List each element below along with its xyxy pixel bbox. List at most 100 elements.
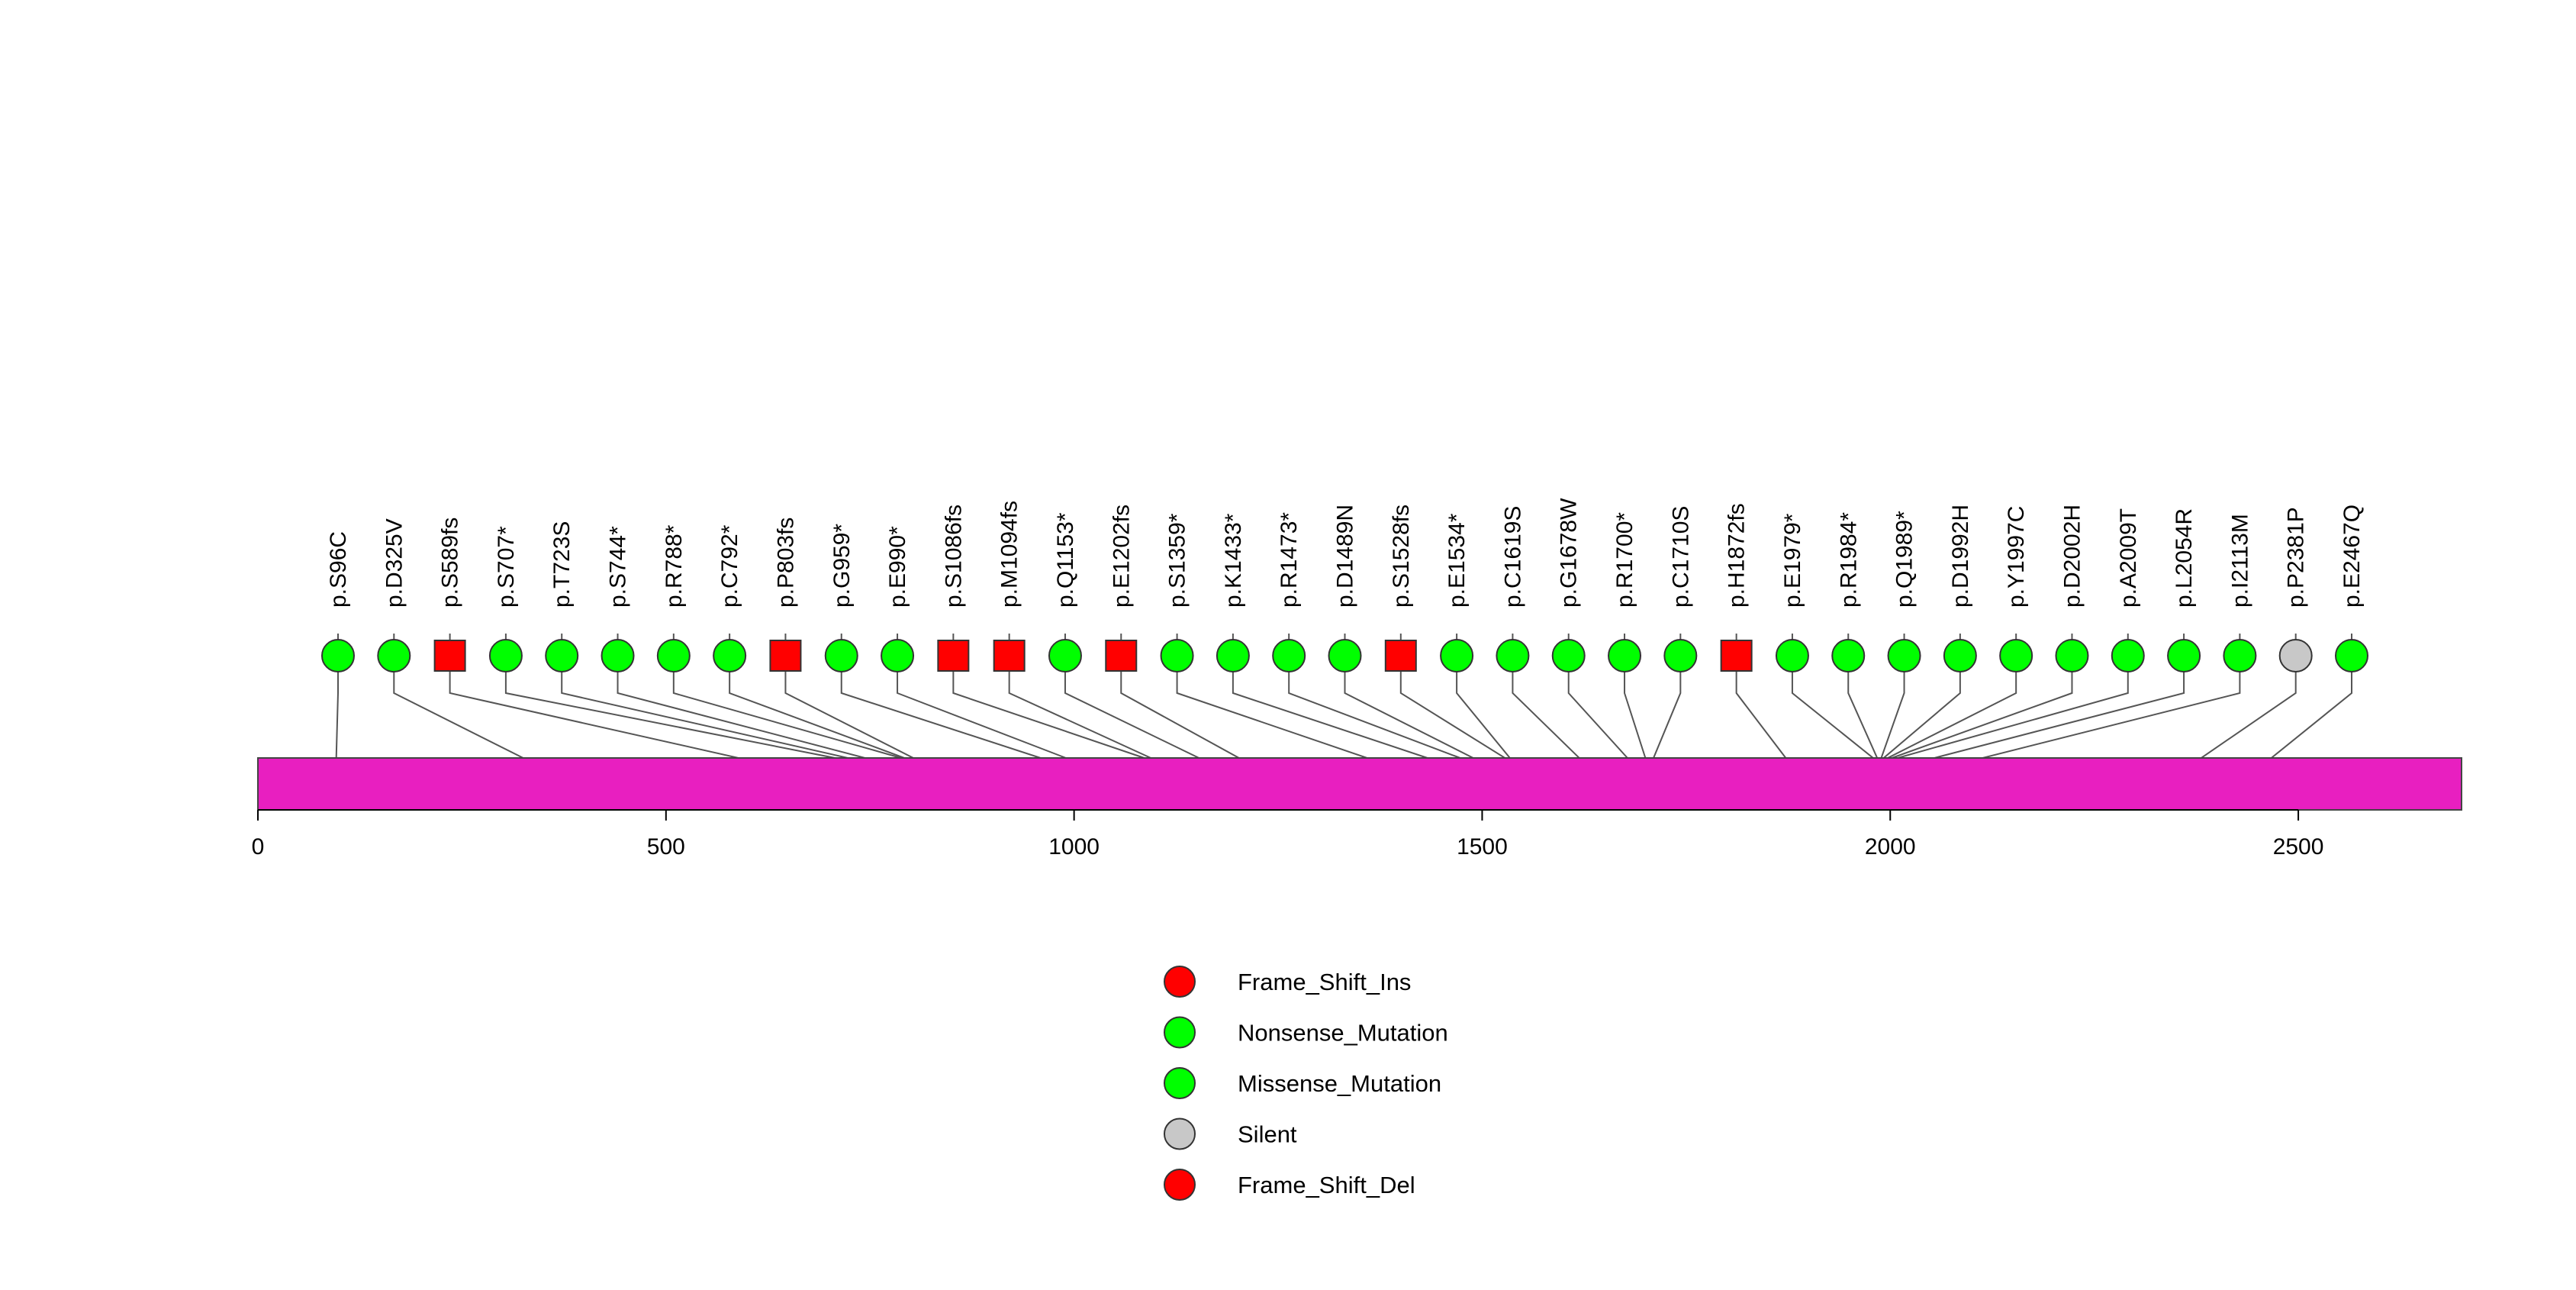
x-tick-label: 500 [647,834,685,859]
mutation-label: p.Q1153* [1053,512,1078,608]
mutation-marker-circle [2335,639,2368,672]
mutation-marker-circle [824,639,858,672]
mutation-marker-circle [1272,639,1306,672]
mutation-label: p.R1473* [1277,512,1302,608]
x-tick-label: 2500 [2273,834,2324,859]
mutation-label: p.D2002H [2059,505,2085,608]
mutation-marker-circle [1048,639,1082,672]
protein-bar [257,757,2462,811]
mutation-label: p.S96C [326,531,351,608]
mutation-label: p.Y1997C [2004,506,2029,608]
mutation-marker-circle [1999,639,2033,672]
mutation-marker-circle [545,639,579,672]
x-tick-label: 2000 [1865,834,1916,859]
mutation-marker-circle [1160,639,1194,672]
mutation-marker-circle [1608,639,1642,672]
mutation-label: p.R1984* [1836,512,1861,608]
mutation-marker-circle [1887,639,1921,672]
legend-label: Missense_Mutation [1238,1070,1441,1097]
mutation-label: p.G1678W [1557,498,1582,608]
legend-item: Missense_Mutation [1164,1067,1441,1099]
x-tick-label: 1500 [1457,834,1508,859]
marker-layer [321,639,2368,672]
x-tick-label: 0 [252,834,265,859]
mutation-label: p.D1489N [1333,505,1358,608]
legend-swatch [1164,1117,1196,1150]
mutation-marker-square [769,640,802,672]
legend-label: Frame_Shift_Del [1238,1172,1415,1198]
mutation-marker-circle [713,639,747,672]
mutation-marker-circle [2055,639,2089,672]
mutation-marker-circle [1943,639,1977,672]
mutation-label: p.S1528fs [1389,505,1414,608]
legend-item: Nonsense_Mutation [1164,1016,1448,1049]
mutation-label: p.D1992H [1948,505,1973,608]
mutation-marker-circle [1551,639,1586,672]
mutation-marker-circle [1328,639,1362,672]
mutation-label: p.E1534* [1444,513,1470,608]
mutation-marker-circle [1831,639,1866,672]
legend: Frame_Shift_Ins Nonsense_Mutation Missense… [1164,966,1448,1201]
legend-label: Frame_Shift_Ins [1238,969,1411,995]
mutation-marker-circle [1496,639,1530,672]
legend-swatch [1164,966,1196,998]
mutation-marker-circle [601,639,635,672]
mutation-label: p.A2009T [2116,508,2141,608]
mutation-marker-square [1105,640,1138,672]
mutation-label: p.S589fs [438,518,463,608]
legend-swatch [1164,1169,1196,1201]
mutation-label-layer: p.S96C p.D325V p.S589fs p.S707* p.T723S p.S74… [326,498,2365,608]
mutation-marker-circle [377,639,411,672]
mutation-label: p.M1094fs [997,501,1022,608]
mutation-marker-circle [1775,639,1809,672]
mutation-marker-square [937,640,970,672]
mutation-label: p.G959* [829,524,855,608]
mutation-marker-circle [1663,639,1698,672]
mutation-label: p.C1710S [1668,506,1693,608]
mutation-label: p.K1433* [1221,513,1246,608]
mutation-label: p.I2113M [2227,514,2252,608]
mutation-marker-circle [2167,639,2201,672]
legend-label: Nonsense_Mutation [1238,1020,1448,1047]
mutation-label: p.E1202fs [1109,505,1134,608]
mutation-marker-square [1720,640,1753,672]
mutation-label: p.S707* [494,526,519,608]
mutation-label: p.S744* [606,526,631,608]
mutation-marker-circle [881,639,915,672]
mutation-marker-circle [656,639,691,672]
mutation-marker-circle [488,639,523,672]
mutation-label: p.Q1989* [1892,511,1918,608]
mutation-label: p.R1700* [1612,512,1637,608]
mutation-label: p.H1872fs [1724,503,1750,608]
mutation-label: p.S1359* [1165,513,1190,608]
mutation-label: p.C1619S [1500,506,1525,608]
mutation-label: p.L2054R [2172,508,2197,608]
mutation-label: p.P2381P [2284,507,2309,608]
mutation-label: p.C792* [717,524,742,608]
mutation-marker-square [993,640,1026,672]
legend-label: Silent [1238,1121,1297,1148]
mutation-marker-circle [2223,639,2257,672]
x-axis: 0 500 1000 1500 2000 2500 [252,809,2324,859]
mutation-marker-circle [2278,639,2313,672]
mutation-marker-circle [321,639,355,672]
mutation-marker-circle [1216,639,1250,672]
legend-item: Frame_Shift_Ins [1164,966,1411,998]
mutation-label: p.E1979* [1780,513,1805,608]
x-tick-label: 1000 [1048,834,1100,859]
mutation-label: p.S1086fs [941,505,966,608]
mutation-label: p.D325V [382,518,407,608]
mutation-label: p.E2467Q [2339,505,2365,608]
mutation-label: p.P803fs [773,518,798,608]
mutation-marker-circle [2111,639,2145,672]
legend-swatch [1164,1067,1196,1099]
mutation-label: p.T723S [549,521,575,608]
legend-item: Silent [1164,1117,1297,1150]
legend-swatch [1164,1016,1196,1049]
mutation-label: p.R788* [662,524,687,608]
mutation-marker-square [433,640,466,672]
mutation-label: p.E990* [885,526,910,608]
mutation-marker-square [1384,640,1417,672]
legend-item: Frame_Shift_Del [1164,1169,1415,1201]
